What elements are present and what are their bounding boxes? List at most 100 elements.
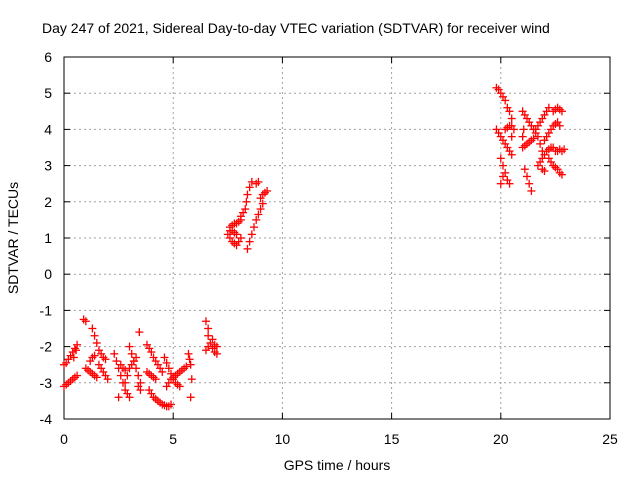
data-point (501, 96, 510, 105)
data-point (254, 210, 263, 219)
data-point (525, 179, 534, 188)
data-point (186, 360, 195, 369)
chart-title: Day 247 of 2021, Sidereal Day-to-day VTE… (42, 20, 550, 36)
y-axis-ticks: -4 -3 -2 -1 0 1 2 3 4 5 6 (40, 49, 610, 427)
data-point (90, 331, 99, 340)
data-point (527, 186, 536, 195)
data-point (204, 342, 213, 351)
data-point (507, 132, 516, 141)
data-point (121, 378, 130, 387)
data-point (523, 172, 532, 181)
data-point (498, 161, 507, 170)
x-axis-ticks: 0 5 10 15 20 25 (60, 57, 618, 447)
y-tick-label: 1 (44, 230, 52, 246)
data-point (81, 317, 90, 326)
x-axis-label: GPS time / hours (284, 457, 391, 473)
data-point (505, 179, 514, 188)
data-point (127, 349, 136, 358)
data-point (184, 349, 193, 358)
data-point (151, 375, 160, 384)
data-point (557, 170, 566, 179)
data-point (90, 351, 99, 360)
data-point (125, 393, 134, 402)
y-tick-label: 6 (44, 49, 52, 65)
data-point (136, 386, 145, 395)
data-point (160, 353, 169, 362)
y-tick-label: 5 (44, 85, 52, 101)
data-point (123, 371, 132, 380)
data-point (132, 353, 141, 362)
data-point (533, 132, 542, 141)
data-point (204, 324, 213, 333)
data-point (245, 183, 254, 192)
data-point (509, 125, 518, 134)
data-point (121, 366, 130, 375)
data-point (69, 353, 78, 362)
data-point (498, 172, 507, 181)
data-point (544, 103, 553, 112)
plot-area-frame (63, 56, 611, 420)
data-point (518, 132, 527, 141)
x-tick-label: 25 (602, 431, 618, 447)
data-point (555, 121, 564, 130)
data-points (60, 83, 569, 411)
data-point (92, 338, 101, 347)
x-tick-label: 20 (493, 431, 509, 447)
data-point (505, 107, 514, 116)
data-point (125, 342, 134, 351)
data-point (241, 205, 250, 214)
y-tick-label: -2 (40, 339, 53, 355)
data-point (263, 186, 272, 195)
x-tick-label: 15 (384, 431, 400, 447)
data-point (208, 335, 217, 344)
data-point (250, 223, 259, 232)
y-axis-label: SDTVAR / TECUs (5, 182, 21, 294)
data-point (536, 139, 545, 148)
data-point (507, 114, 516, 123)
x-tick-label: 10 (275, 431, 291, 447)
data-point (560, 145, 569, 154)
data-point (520, 165, 529, 174)
data-point (232, 230, 241, 239)
data-point (507, 150, 516, 159)
data-point (73, 340, 82, 349)
data-point (252, 215, 261, 224)
data-point (212, 349, 221, 358)
data-point (158, 367, 167, 376)
data-point (212, 342, 221, 351)
data-point (258, 199, 267, 208)
y-tick-label: 2 (44, 194, 52, 210)
data-point (245, 237, 254, 246)
data-point (135, 328, 144, 337)
data-point (204, 331, 213, 340)
data-point (519, 125, 528, 134)
data-point (187, 375, 196, 384)
data-point (185, 355, 194, 364)
data-point (201, 317, 210, 326)
data-point (134, 371, 143, 380)
data-point (162, 358, 171, 367)
y-tick-label: 4 (44, 121, 52, 137)
data-point (110, 349, 119, 358)
data-point (114, 393, 123, 402)
data-point (243, 190, 252, 199)
data-point (243, 244, 252, 253)
data-point (103, 375, 112, 384)
data-point (256, 205, 265, 214)
data-point (186, 393, 195, 402)
data-point (112, 357, 121, 366)
data-point (529, 134, 538, 143)
data-point (557, 107, 566, 116)
y-tick-label: -4 (40, 411, 53, 427)
data-point (175, 382, 184, 391)
x-tick-label: 0 (60, 431, 68, 447)
data-point (182, 362, 191, 371)
data-point (242, 197, 251, 206)
data-point (101, 355, 110, 364)
data-point (73, 371, 82, 380)
y-tick-label: -3 (40, 375, 53, 391)
data-point (496, 179, 505, 188)
data-point (72, 346, 81, 355)
y-tick-label: 0 (44, 266, 52, 282)
data-point (88, 324, 97, 333)
